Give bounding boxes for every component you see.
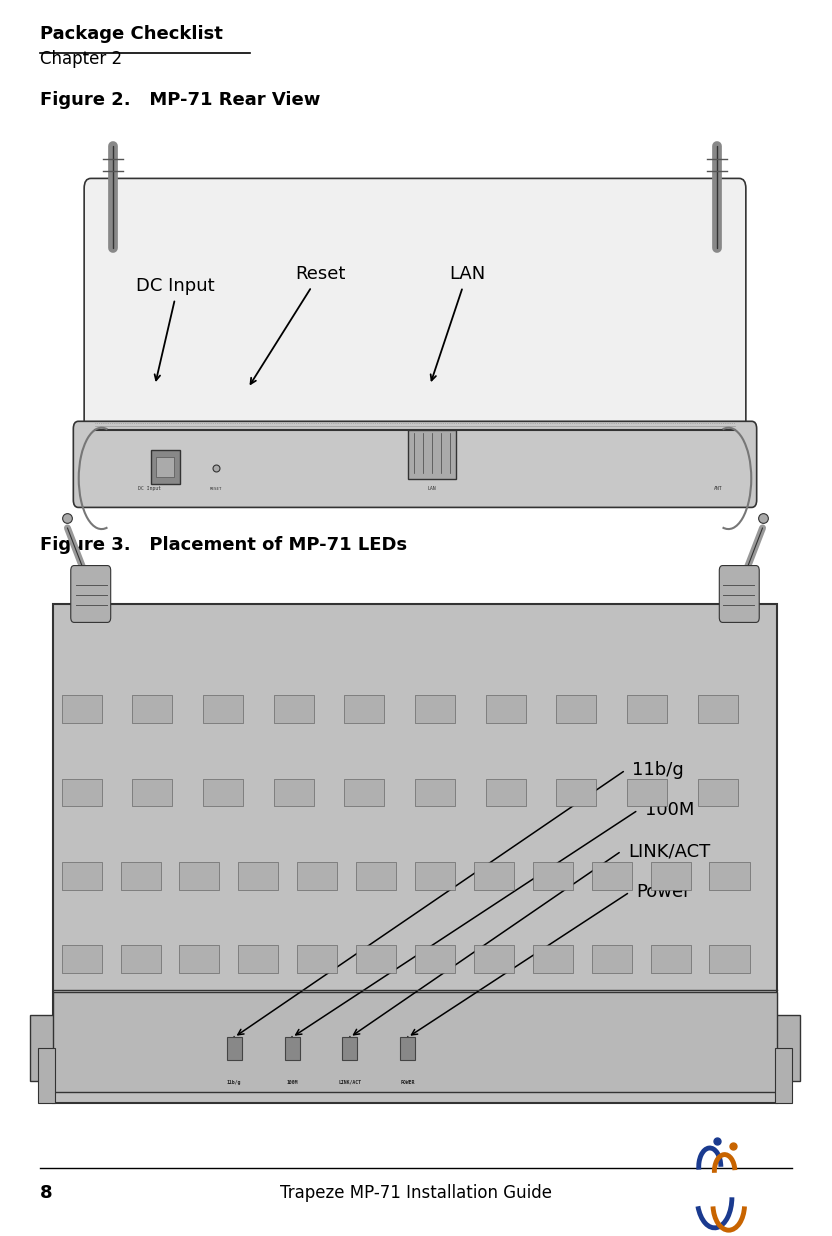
Text: Figure 2.   MP-71 Rear View: Figure 2. MP-71 Rear View: [40, 90, 320, 109]
Bar: [156, 457, 174, 477]
Bar: [297, 861, 337, 890]
Bar: [651, 861, 691, 890]
Bar: [180, 861, 220, 890]
Bar: [62, 861, 102, 890]
Bar: [121, 946, 161, 973]
Bar: [53, 993, 777, 1093]
Bar: [344, 696, 384, 723]
Bar: [486, 696, 526, 723]
Text: 8: 8: [40, 1184, 52, 1201]
Bar: [557, 696, 597, 723]
Bar: [53, 604, 777, 1104]
Bar: [627, 779, 667, 806]
FancyBboxPatch shape: [720, 566, 760, 623]
Bar: [408, 430, 456, 480]
Text: POWER: POWER: [400, 1080, 415, 1085]
Text: 11b/g: 11b/g: [227, 1080, 241, 1085]
Text: Figure 3.   Placement of MP-71 LEDs: Figure 3. Placement of MP-71 LEDs: [40, 535, 407, 554]
Bar: [486, 779, 526, 806]
Bar: [532, 861, 573, 890]
Bar: [710, 861, 750, 890]
Bar: [698, 696, 738, 723]
Text: 100M: 100M: [645, 801, 694, 819]
Text: LINK/ACT: LINK/ACT: [628, 842, 711, 860]
Bar: [180, 946, 220, 973]
Bar: [30, 1015, 57, 1082]
Bar: [592, 861, 631, 890]
Bar: [651, 946, 691, 973]
Bar: [400, 1037, 415, 1059]
Bar: [274, 696, 314, 723]
Text: Power: Power: [636, 883, 691, 901]
Bar: [710, 946, 750, 973]
Text: LAN: LAN: [449, 265, 485, 283]
Bar: [343, 1037, 358, 1059]
Bar: [415, 779, 455, 806]
Bar: [344, 779, 384, 806]
Bar: [592, 946, 631, 973]
Bar: [415, 696, 455, 723]
Text: 100M: 100M: [286, 1080, 298, 1085]
Text: Chapter 2: Chapter 2: [40, 49, 122, 68]
Bar: [297, 946, 337, 973]
Text: RESET: RESET: [210, 487, 222, 491]
Text: LINK/ACT: LINK/ACT: [339, 1080, 361, 1085]
Bar: [285, 1037, 300, 1059]
Bar: [474, 861, 514, 890]
Bar: [775, 1048, 792, 1104]
Bar: [415, 861, 455, 890]
Bar: [415, 946, 455, 973]
Text: ANT: ANT: [714, 486, 723, 491]
Text: DC Input: DC Input: [137, 486, 161, 491]
Bar: [627, 696, 667, 723]
Bar: [557, 779, 597, 806]
Bar: [62, 696, 102, 723]
Text: Trapeze MP-71 Installation Guide: Trapeze MP-71 Installation Guide: [280, 1184, 552, 1201]
Bar: [238, 946, 279, 973]
Bar: [203, 696, 243, 723]
Text: DC Input: DC Input: [136, 277, 215, 295]
Bar: [62, 946, 102, 973]
Bar: [474, 946, 514, 973]
Bar: [238, 861, 279, 890]
Text: Package Checklist: Package Checklist: [40, 25, 223, 43]
Bar: [38, 1048, 55, 1104]
FancyBboxPatch shape: [71, 566, 111, 623]
Bar: [532, 946, 573, 973]
Text: 11b/g: 11b/g: [632, 761, 684, 779]
Bar: [356, 946, 396, 973]
Bar: [132, 779, 172, 806]
Text: LAN: LAN: [428, 486, 436, 491]
Bar: [121, 861, 161, 890]
Bar: [132, 696, 172, 723]
Bar: [698, 779, 738, 806]
Bar: [151, 450, 180, 485]
Bar: [203, 779, 243, 806]
Text: Reset: Reset: [295, 265, 345, 283]
Bar: [274, 779, 314, 806]
Bar: [773, 1015, 800, 1082]
Bar: [62, 779, 102, 806]
FancyBboxPatch shape: [84, 178, 745, 480]
Bar: [226, 1037, 241, 1059]
Bar: [356, 861, 396, 890]
FancyBboxPatch shape: [73, 421, 756, 508]
